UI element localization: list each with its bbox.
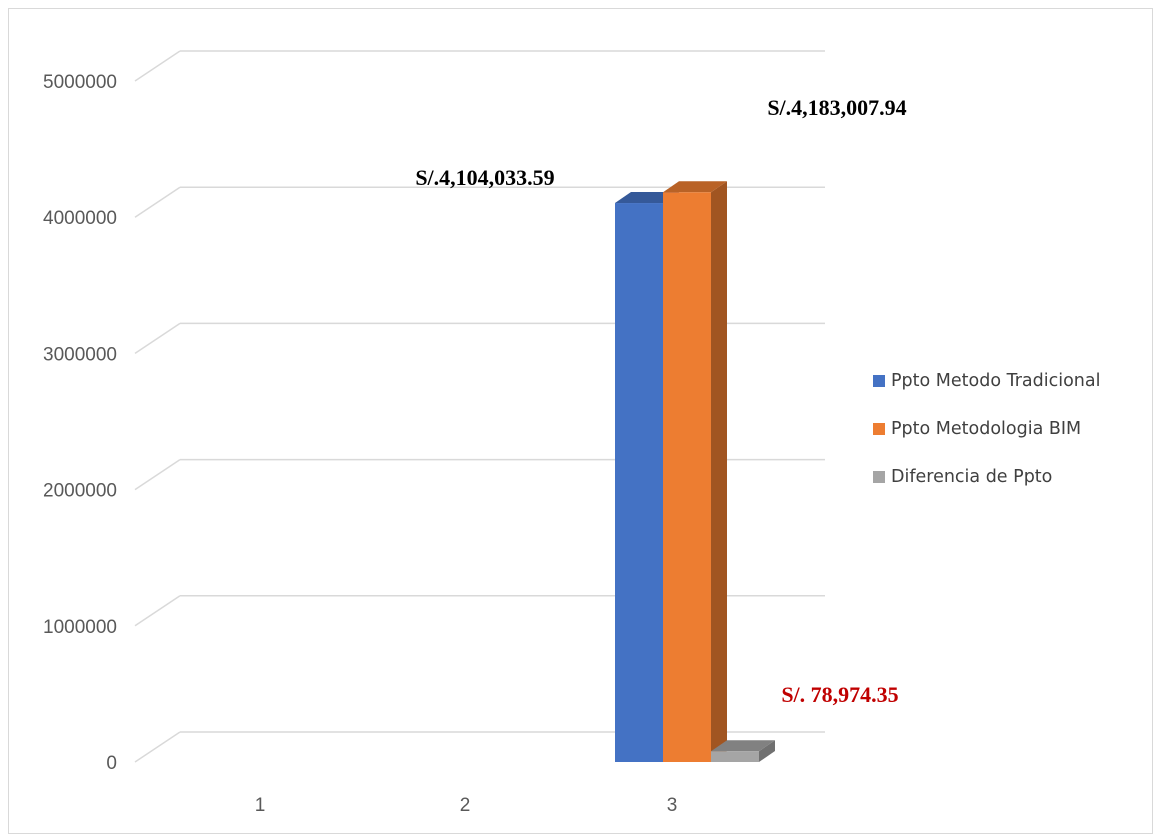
bar-top-1-2 <box>663 181 727 193</box>
gridline-side-0 <box>134 731 181 763</box>
legend-swatch-bim <box>873 423 885 435</box>
gridline-side-3 <box>134 322 181 355</box>
bar-side-1-2 <box>711 181 727 763</box>
y-tick-label-2: 2000000 <box>43 481 117 502</box>
chart-area <box>8 8 1153 834</box>
legend-swatch-difference <box>873 471 885 483</box>
legend-label-bim: Ppto Metodologia BIM <box>891 419 1082 439</box>
legend-item-traditional: Ppto Metodo Tradicional <box>873 368 1100 394</box>
x-tick-label-0: 1 <box>255 795 266 816</box>
legend-item-bim: Ppto Metodologia BIM <box>873 416 1100 442</box>
gridline-side-2 <box>134 458 181 491</box>
y-tick-label-0: 0 <box>106 753 117 774</box>
legend-swatch-traditional <box>873 375 885 387</box>
y-tick-label-4: 4000000 <box>43 208 117 229</box>
y-tick-label-5: 5000000 <box>43 72 117 93</box>
data-label-1: S/.4,183,007.94 <box>767 95 906 120</box>
data-label-0: S/.4,104,033.59 <box>415 165 554 190</box>
y-tick-label-3: 3000000 <box>43 344 117 365</box>
bar-1-2 <box>663 192 711 763</box>
data-label-2: S/. 78,974.35 <box>781 682 898 707</box>
gridline-side-4 <box>134 186 181 218</box>
gridline-side-5 <box>134 50 181 82</box>
x-tick-label-2: 3 <box>667 795 678 816</box>
gridline-side-1 <box>134 595 181 627</box>
legend: Ppto Metodo Tradicional Ppto Metodologia… <box>873 368 1100 512</box>
legend-item-difference: Diferencia de Ppto <box>873 464 1100 490</box>
legend-label-traditional: Ppto Metodo Tradicional <box>891 371 1101 391</box>
bar-2-2 <box>711 751 759 762</box>
bar-top-2-2 <box>711 740 775 752</box>
y-tick-label-1: 1000000 <box>43 617 117 638</box>
legend-label-difference: Diferencia de Ppto <box>891 467 1053 487</box>
x-tick-label-1: 2 <box>460 795 471 816</box>
bar-side-2-2 <box>759 740 775 762</box>
bar-0-2 <box>615 203 663 762</box>
